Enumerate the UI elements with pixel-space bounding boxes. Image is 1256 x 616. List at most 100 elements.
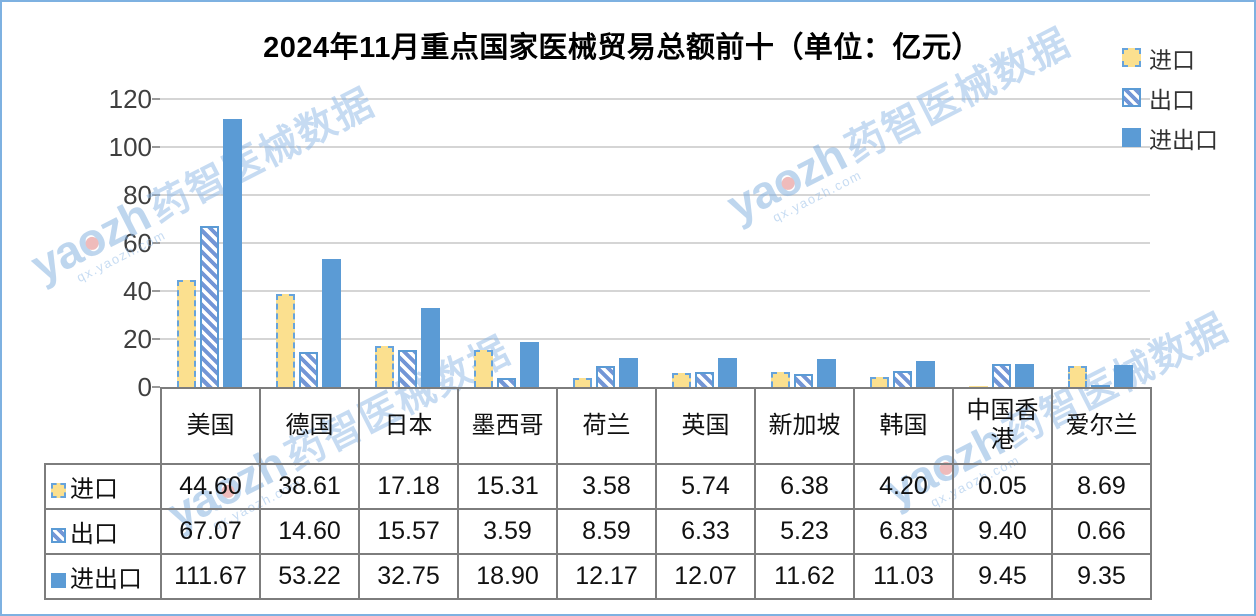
value-cell: 6.33: [655, 508, 756, 555]
y-axis-tick: [152, 386, 160, 388]
y-axis-label: 120: [108, 84, 152, 114]
category-header: 新加坡: [754, 387, 855, 465]
bar-进出口-英国: [718, 358, 737, 387]
gridline: [160, 242, 1150, 244]
legend-item-export: 出口: [1122, 84, 1218, 113]
legend-label-export: 出口: [1149, 86, 1195, 113]
value-cell: 5.74: [655, 463, 756, 510]
row-header-label: 出口: [70, 521, 118, 548]
value-cell: 8.59: [556, 508, 657, 555]
value-cell: 9.45: [952, 553, 1053, 600]
bar-进口-爱尔兰: [1068, 366, 1087, 387]
export-swatch-icon: [51, 528, 66, 543]
y-axis-label: 0: [137, 372, 152, 402]
value-cell: 0.66: [1051, 508, 1152, 555]
value-cell: 12.07: [655, 553, 756, 600]
import-swatch-icon: [1122, 48, 1141, 67]
value-cell: 17.18: [358, 463, 459, 510]
bar-进口-美国: [177, 280, 196, 387]
y-axis-label: 80: [123, 180, 152, 210]
legend-label-import: 进口: [1149, 46, 1195, 73]
bar-进口-韩国: [870, 376, 889, 387]
bar-出口-英国: [695, 371, 714, 387]
gridline: [160, 194, 1150, 196]
y-axis-label: 20: [123, 324, 152, 354]
bar-出口-日本: [398, 349, 417, 387]
data-table: 美国 德国 日本 墨西哥 荷兰 英国 新加坡 韩国 中国香港 爱尔兰进口 44.60 38.61 17.…: [44, 387, 1152, 600]
category-header: 中国香港: [952, 387, 1053, 465]
bar-出口-中国香港: [992, 364, 1011, 387]
legend: 进口 出口 进出口: [1122, 44, 1218, 153]
bar-进口-英国: [672, 373, 691, 387]
bar-进口-日本: [375, 345, 394, 387]
value-cell: 15.31: [457, 463, 558, 510]
value-cell: 5.23: [754, 508, 855, 555]
gridline: [160, 146, 1150, 148]
row-header-label: 进口: [70, 476, 118, 503]
category-header: 爱尔兰: [1051, 387, 1152, 465]
row-header-import: 进口: [44, 463, 162, 510]
table-header-row: 美国 德国 日本 墨西哥 荷兰 英国 新加坡 韩国 中国香港 爱尔兰: [45, 387, 1152, 465]
value-cell: 6.38: [754, 463, 855, 510]
chart-title: 2024年11月重点国家医械贸易总额前十（单位：亿元）: [263, 32, 981, 64]
legend-label-import-export: 进出口: [1149, 126, 1218, 153]
bar-出口-墨西哥: [497, 378, 516, 387]
bar-进出口-墨西哥: [520, 341, 539, 387]
value-cell: 9.35: [1051, 553, 1152, 600]
bar-进出口-爱尔兰: [1114, 364, 1133, 387]
row-header-export: 出口: [44, 508, 162, 555]
category-header: 英国: [655, 387, 756, 465]
y-axis-tick: [152, 242, 160, 244]
y-axis-tick: [152, 290, 160, 292]
bar-进出口-中国香港: [1015, 364, 1034, 387]
plot-area: [160, 99, 1150, 387]
bar-进口-新加坡: [771, 371, 790, 387]
value-cell: 8.69: [1051, 463, 1152, 510]
gridline: [160, 98, 1150, 100]
category-header: 荷兰: [556, 387, 657, 465]
legend-item-import-export: 进出口: [1122, 124, 1218, 153]
bar-进出口-韩国: [916, 360, 935, 387]
value-cell: 38.61: [259, 463, 360, 510]
bar-进口-德国: [276, 294, 295, 387]
category-header: 美国: [160, 387, 261, 465]
import-export-swatch-icon: [51, 573, 66, 588]
value-cell: 6.83: [853, 508, 954, 555]
export-swatch-icon: [1122, 88, 1141, 107]
legend-item-import: 进口: [1122, 44, 1218, 73]
bar-进出口-德国: [322, 259, 341, 387]
value-cell: 111.67: [160, 553, 261, 600]
value-cell: 67.07: [160, 508, 261, 555]
bar-出口-荷兰: [596, 366, 615, 387]
bar-出口-爱尔兰: [1091, 385, 1110, 387]
value-cell: 9.40: [952, 508, 1053, 555]
bar-进口-中国香港: [969, 386, 988, 387]
row-header-label: 进出口: [70, 566, 142, 593]
value-cell: 11.03: [853, 553, 954, 600]
y-axis-label: 100: [108, 132, 152, 162]
y-axis-tick: [152, 98, 160, 100]
bar-出口-德国: [299, 352, 318, 387]
bar-进口-荷兰: [573, 378, 592, 387]
value-cell: 4.20: [853, 463, 954, 510]
table-corner-cell: [45, 388, 161, 464]
y-axis-label: 60: [123, 228, 152, 258]
value-cell: 18.90: [457, 553, 558, 600]
value-cell: 14.60: [259, 508, 360, 555]
bar-进出口-美国: [223, 119, 242, 387]
bar-进出口-新加坡: [817, 359, 836, 387]
import-export-swatch-icon: [1122, 128, 1141, 147]
y-axis-tick: [152, 338, 160, 340]
value-cell: 3.58: [556, 463, 657, 510]
value-cell: 44.60: [160, 463, 261, 510]
category-header: 韩国: [853, 387, 954, 465]
value-cell: 53.22: [259, 553, 360, 600]
gridline: [160, 338, 1150, 340]
value-cell: 3.59: [457, 508, 558, 555]
category-header: 墨西哥: [457, 387, 558, 465]
value-cell: 32.75: [358, 553, 459, 600]
category-header: 日本: [358, 387, 459, 465]
gridline: [160, 290, 1150, 292]
value-cell: 0.05: [952, 463, 1053, 510]
y-axis-label: 40: [123, 276, 152, 306]
